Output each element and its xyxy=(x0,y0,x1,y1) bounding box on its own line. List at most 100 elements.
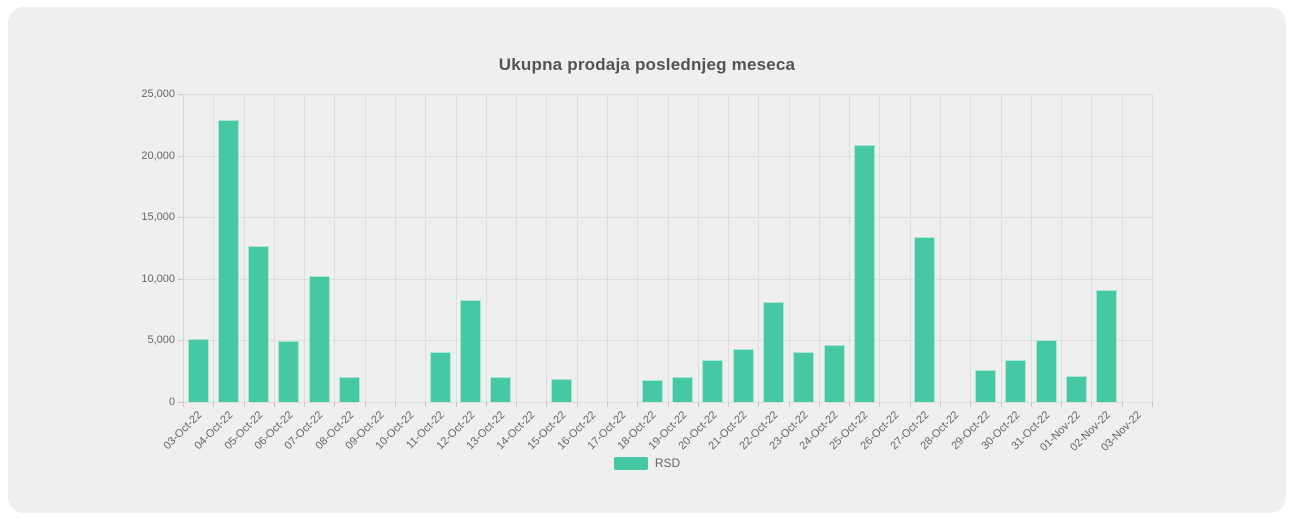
bar[interactable] xyxy=(853,145,875,402)
x-gridline xyxy=(425,94,427,402)
x-gridline xyxy=(818,94,820,402)
x-gridline xyxy=(485,94,487,402)
x-axis-tick xyxy=(364,402,366,407)
y-axis-label: 5,000 xyxy=(147,334,175,347)
legend-series-label: RSD xyxy=(654,456,681,470)
y-axis-tick xyxy=(178,217,183,219)
bar[interactable] xyxy=(1035,340,1057,402)
bar[interactable] xyxy=(823,344,845,402)
x-axis-tick xyxy=(818,402,820,407)
plot-area: 0 5,000 10,000 15,000 20,000 25,000 03-Oct-22 0… xyxy=(141,88,1153,454)
bar[interactable] xyxy=(762,302,784,402)
bar[interactable] xyxy=(551,379,573,402)
y-axis-line xyxy=(183,94,184,402)
chart-title: Ukupna prodaja poslednjeg meseca xyxy=(498,55,796,74)
x-gridline xyxy=(667,94,669,402)
x-axis-tick xyxy=(667,402,669,407)
y-axis-label: 25,000 xyxy=(141,88,175,100)
x-axis-tick xyxy=(425,402,427,407)
bar[interactable] xyxy=(339,377,361,402)
x-axis-tick xyxy=(273,402,275,407)
x-axis-tick xyxy=(455,402,457,407)
x-axis-tick xyxy=(879,402,881,407)
y-axis-label: 15,000 xyxy=(141,211,175,224)
bar[interactable] xyxy=(702,360,724,402)
bar[interactable] xyxy=(308,276,330,402)
x-gridline xyxy=(1152,94,1153,402)
x-gridline xyxy=(728,94,730,402)
x-axis-tick xyxy=(243,402,245,407)
bar[interactable] xyxy=(672,377,694,402)
x-axis-tick xyxy=(728,402,730,407)
x-axis-tick xyxy=(576,402,578,407)
x-axis-tick xyxy=(1030,402,1032,407)
chart-card: Ukupna prodaja poslednjeg meseca 0 5,000 1… xyxy=(8,7,1286,513)
x-axis-tick xyxy=(485,402,487,407)
x-axis-tick xyxy=(546,402,548,407)
x-axis-tick xyxy=(1091,402,1093,407)
x-axis-tick xyxy=(334,402,336,407)
x-gridline xyxy=(1000,94,1002,402)
x-gridline xyxy=(516,94,518,402)
x-axis-tick xyxy=(970,402,972,407)
bar[interactable] xyxy=(187,339,209,402)
x-gridline xyxy=(273,94,275,402)
bar[interactable] xyxy=(914,236,936,402)
legend-swatch-icon xyxy=(613,456,648,470)
x-gridline xyxy=(213,94,215,402)
y-axis-label: 20,000 xyxy=(141,149,175,162)
x-axis-tick xyxy=(304,402,306,407)
x-gridline xyxy=(909,94,911,402)
bar[interactable] xyxy=(1005,360,1027,402)
x-gridline xyxy=(1061,94,1063,402)
y-axis-label: 10,000 xyxy=(141,272,175,285)
bar[interactable] xyxy=(1065,376,1087,402)
x-gridline xyxy=(606,94,608,402)
x-gridline xyxy=(1121,94,1123,402)
x-gridline xyxy=(697,94,699,402)
y-axis-label: 0 xyxy=(168,396,175,408)
bar[interactable] xyxy=(793,351,815,402)
x-axis-tick xyxy=(909,402,911,407)
x-gridline xyxy=(788,94,790,402)
x-axis-tick xyxy=(1000,402,1002,407)
bar[interactable] xyxy=(248,246,270,402)
x-gridline xyxy=(243,94,245,402)
x-axis-tick xyxy=(394,402,396,407)
x-axis-tick xyxy=(1121,402,1123,407)
y-axis-tick xyxy=(178,278,183,280)
bar[interactable] xyxy=(974,369,996,402)
x-axis-tick xyxy=(516,402,518,407)
x-gridline xyxy=(940,94,942,402)
x-gridline xyxy=(637,94,639,402)
x-gridline xyxy=(849,94,851,402)
bar[interactable] xyxy=(429,352,451,402)
bar[interactable] xyxy=(460,300,482,402)
y-axis-tick xyxy=(178,402,183,403)
x-axis-tick xyxy=(758,402,760,407)
bar[interactable] xyxy=(278,341,300,402)
x-axis-tick xyxy=(606,402,608,407)
x-axis-tick xyxy=(1061,402,1063,407)
x-gridline xyxy=(455,94,457,402)
legend[interactable]: RSD xyxy=(8,456,1286,470)
x-gridline xyxy=(334,94,336,402)
x-gridline xyxy=(576,94,578,402)
x-axis-tick xyxy=(849,402,851,407)
x-gridline xyxy=(394,94,396,402)
x-gridline xyxy=(304,94,306,402)
bar[interactable] xyxy=(217,119,239,402)
x-axis-tick xyxy=(637,402,639,407)
x-gridline xyxy=(758,94,760,402)
x-gridline xyxy=(879,94,881,402)
x-axis-tick xyxy=(788,402,790,407)
x-gridline xyxy=(1030,94,1032,402)
x-gridline xyxy=(364,94,366,402)
bar[interactable] xyxy=(490,376,512,402)
x-axis-tick xyxy=(940,402,942,407)
x-gridline xyxy=(546,94,548,402)
bar[interactable] xyxy=(1096,289,1118,402)
bar[interactable] xyxy=(732,349,754,402)
bar[interactable] xyxy=(641,379,663,402)
x-gridline xyxy=(970,94,972,402)
